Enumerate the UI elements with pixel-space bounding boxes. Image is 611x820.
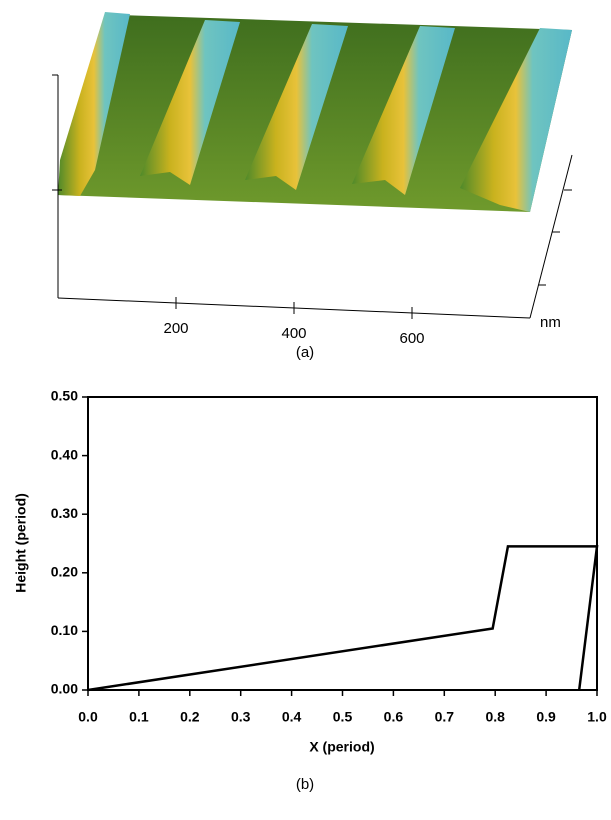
x-tick-label: 0.8 — [485, 709, 505, 725]
plot-frame — [87, 396, 598, 691]
x-axis-label: X (period) — [309, 739, 374, 755]
y-tick-label: 0.00 — [51, 681, 78, 697]
x-axis-unit: nm — [540, 314, 561, 331]
x-tick-label: 0.3 — [231, 709, 251, 725]
x-tick-label: 1.0 — [587, 709, 607, 725]
surface-image — [58, 12, 572, 212]
x-tick-label: 0.5 — [333, 709, 353, 725]
x-tick-label: 600 — [399, 330, 424, 347]
caption: (b) — [296, 776, 314, 793]
y-tick-label: 0.40 — [51, 446, 78, 462]
y-axis-label: Height (period) — [13, 493, 29, 593]
x-tick-label: 0.2 — [180, 709, 200, 725]
y-tick-label: 0.10 — [51, 622, 78, 638]
profile-line — [87, 545, 599, 692]
x-tick-label: 0.4 — [282, 709, 302, 725]
x-tick-label: 0.6 — [384, 709, 404, 725]
x-tick-label: 0.1 — [129, 709, 149, 725]
x-tick-label: 400 — [281, 325, 306, 342]
y-tick-label: 0.50 — [51, 388, 78, 404]
caption: (a) — [296, 344, 314, 361]
y-tick-label: 0.20 — [51, 564, 78, 580]
x-tick-label: 0.0 — [78, 709, 98, 725]
y-tick-label: 0.30 — [51, 505, 78, 521]
x-tick-label: 0.7 — [435, 709, 455, 725]
x-tick-label: 0.9 — [536, 709, 556, 725]
x-tick-label: 200 — [163, 320, 188, 337]
